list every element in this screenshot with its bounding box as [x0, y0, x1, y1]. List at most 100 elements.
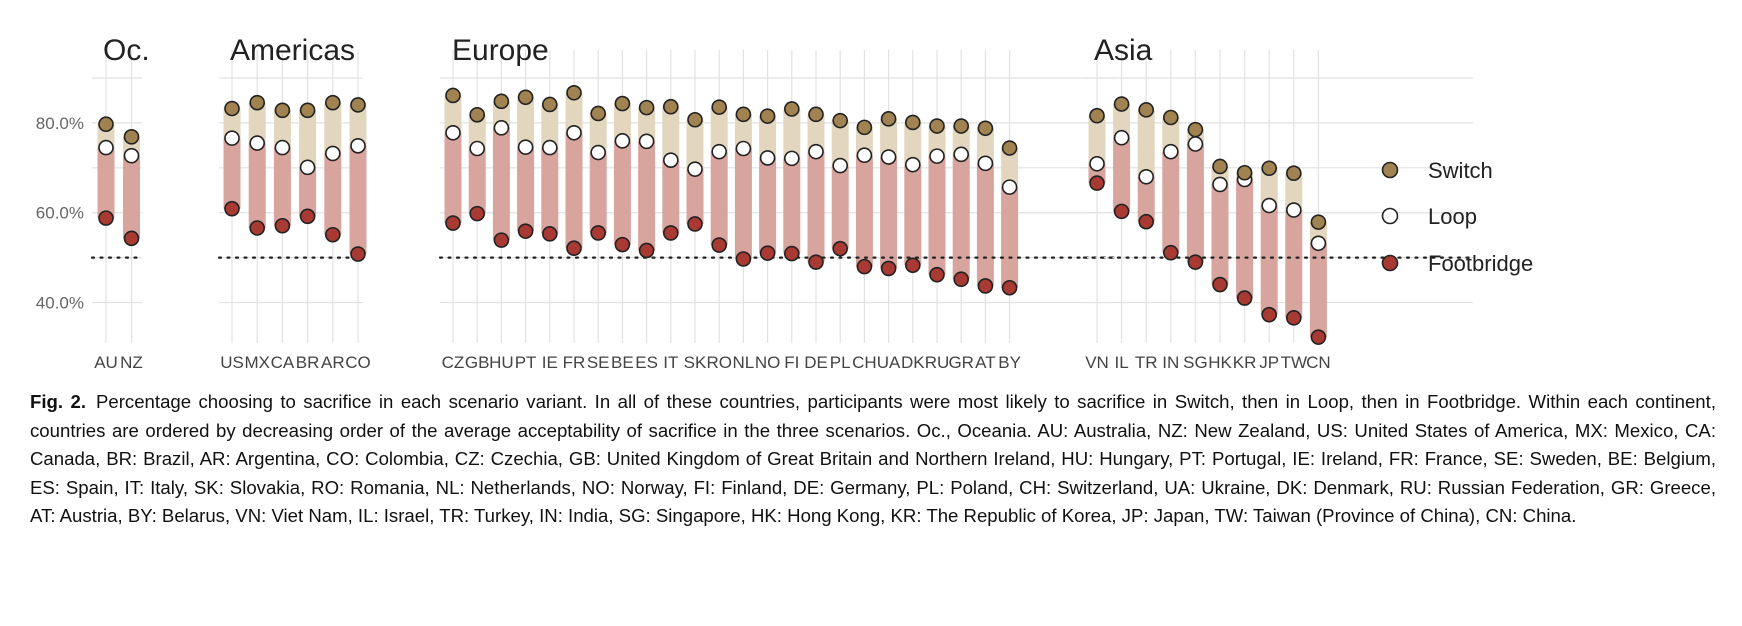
- point-footbridge-it: [662, 225, 679, 241]
- point-loop-pt: [517, 139, 534, 155]
- point-footbridge-ie: [541, 226, 558, 242]
- band-loop-footbridge: [831, 165, 849, 249]
- band-loop-footbridge: [541, 147, 559, 234]
- category-label: NL: [733, 353, 755, 372]
- point-switch-co: [350, 97, 366, 113]
- legend-marker-switch: [1381, 161, 1399, 179]
- band-switch-loop: [783, 108, 801, 159]
- point-footbridge-be: [614, 236, 631, 253]
- band-loop-footbridge: [97, 147, 115, 219]
- point-switch-gr: [953, 118, 970, 134]
- category-label: IE: [542, 353, 558, 372]
- point-loop-pl: [832, 157, 849, 174]
- category-label: US: [220, 353, 244, 372]
- band-switch-loop: [1113, 104, 1131, 138]
- band-loop-footbridge: [710, 151, 728, 246]
- band-switch-loop: [638, 107, 656, 142]
- point-switch-ch: [856, 119, 873, 136]
- band-switch-loop: [1088, 115, 1106, 164]
- category-label: TR: [1135, 353, 1158, 372]
- band-loop-footbridge: [223, 138, 241, 209]
- point-loop-jp: [1261, 197, 1277, 214]
- band-loop-footbridge: [1309, 243, 1327, 338]
- point-loop-nl: [735, 140, 752, 157]
- category-label: CA: [271, 353, 295, 372]
- band-switch-loop: [710, 107, 728, 152]
- point-footbridge-cz: [445, 215, 461, 231]
- point-footbridge-pt: [517, 223, 534, 239]
- legend-item-switch: Switch: [1381, 158, 1493, 183]
- category-label: DK: [901, 353, 925, 372]
- band-loop-footbridge: [1260, 205, 1278, 315]
- category-label: CN: [1306, 353, 1331, 372]
- category-label: AU: [94, 353, 118, 372]
- band-switch-loop: [831, 120, 849, 166]
- point-footbridge-hu: [493, 232, 510, 248]
- point-loop-be: [614, 133, 631, 149]
- point-footbridge-sg: [1187, 254, 1204, 270]
- point-switch-ar: [324, 94, 341, 111]
- point-footbridge-nz: [123, 230, 140, 247]
- band-loop-footbridge: [759, 157, 777, 254]
- band-loop-footbridge: [1285, 210, 1303, 318]
- point-loop-at: [977, 155, 994, 172]
- band-switch-loop: [1001, 148, 1019, 188]
- point-loop-dk: [904, 156, 921, 173]
- category-label: BR: [296, 353, 320, 372]
- band-switch-loop: [952, 126, 970, 155]
- band-switch-loop: [589, 113, 607, 153]
- band-switch-loop: [565, 92, 583, 133]
- category-label: DE: [804, 353, 828, 372]
- point-loop-co: [350, 137, 366, 154]
- band-switch-loop: [928, 126, 946, 157]
- point-switch-be: [614, 95, 631, 112]
- figure-caption: Fig. 2. Percentage choosing to sacrifice …: [30, 388, 1716, 531]
- category-label: SG: [1183, 353, 1208, 372]
- band-loop-footbridge: [589, 152, 607, 233]
- band-loop-footbridge: [880, 157, 898, 269]
- point-footbridge-tr: [1138, 213, 1154, 230]
- point-loop-cz: [445, 124, 461, 141]
- point-loop-ch: [856, 147, 873, 164]
- band-switch-loop: [1162, 117, 1180, 152]
- point-footbridge-no: [759, 245, 776, 261]
- panel-asia: Asia VN IL TR IN SG HK KR JP TW CN: [1082, 34, 1475, 372]
- point-switch-kr: [1236, 164, 1253, 181]
- point-loop-gr: [953, 146, 970, 163]
- point-switch-ca: [274, 102, 291, 119]
- point-switch-vn: [1089, 107, 1105, 124]
- point-switch-ie: [541, 96, 558, 113]
- band-switch-loop: [541, 104, 559, 148]
- category-label: MX: [244, 353, 270, 372]
- point-loop-by: [1001, 179, 1018, 195]
- band-loop-footbridge: [1186, 144, 1204, 263]
- point-footbridge-fr: [566, 240, 582, 257]
- band-switch-loop: [855, 127, 873, 156]
- band-loop-footbridge: [855, 155, 873, 267]
- point-switch-pt: [517, 89, 534, 106]
- point-switch-ru: [929, 118, 945, 134]
- band-loop-footbridge: [123, 155, 140, 239]
- panel-title: Europe: [452, 34, 549, 67]
- category-label: PL: [830, 353, 851, 372]
- point-loop-tw: [1286, 202, 1302, 218]
- band-loop-footbridge: [1162, 151, 1180, 253]
- point-switch-cz: [445, 87, 461, 104]
- band-loop-footbridge: [517, 147, 535, 232]
- point-loop-us: [224, 130, 240, 146]
- point-footbridge-co: [350, 246, 366, 262]
- band-switch-loop: [273, 110, 291, 148]
- band-switch-loop: [223, 108, 241, 139]
- point-loop-sg: [1187, 136, 1204, 152]
- point-switch-dk: [904, 114, 921, 131]
- point-footbridge-fi: [783, 245, 800, 262]
- band-switch-loop: [904, 122, 922, 165]
- point-switch-gb: [469, 107, 486, 123]
- band-switch-loop: [349, 104, 367, 146]
- point-loop-hu: [493, 120, 510, 136]
- category-label: PT: [515, 353, 537, 372]
- band-switch-loop: [880, 118, 898, 158]
- point-footbridge-at: [977, 278, 994, 294]
- point-loop-it: [662, 152, 679, 168]
- point-loop-il: [1113, 129, 1130, 146]
